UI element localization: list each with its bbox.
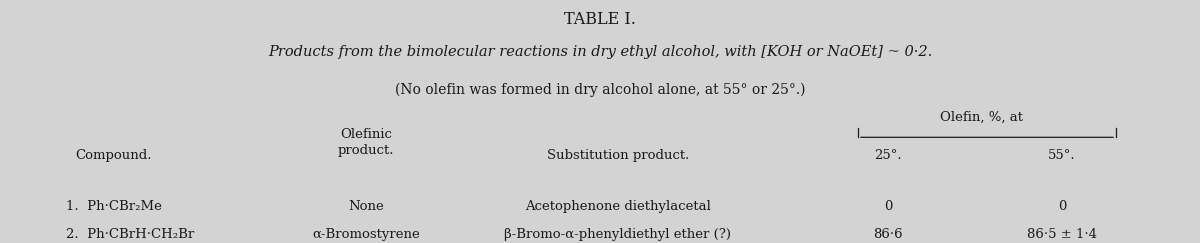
Text: Olefin, %, at: Olefin, %, at	[940, 111, 1022, 123]
Text: Products from the bimolecular reactions in dry ethyl alcohol, with [KOH or NaOEt: Products from the bimolecular reactions …	[268, 45, 932, 59]
Text: β-Bromo-α-phenyldiethyl ether (?): β-Bromo-α-phenyldiethyl ether (?)	[504, 228, 732, 241]
Text: 0: 0	[884, 200, 892, 213]
Text: 2.  Ph·CBrH·CH₂Br: 2. Ph·CBrH·CH₂Br	[66, 228, 194, 241]
Text: 86·5 ± 1·4: 86·5 ± 1·4	[1027, 228, 1097, 241]
Text: 1.  Ph·CBr₂Me: 1. Ph·CBr₂Me	[66, 200, 162, 213]
Text: 25°.: 25°.	[874, 149, 902, 162]
Text: Compound.: Compound.	[76, 149, 152, 162]
Text: None: None	[348, 200, 384, 213]
Text: Substitution product.: Substitution product.	[547, 149, 689, 162]
Text: 55°.: 55°.	[1048, 149, 1076, 162]
Text: (No olefin was formed in dry alcohol alone, at 55° or 25°.): (No olefin was formed in dry alcohol alo…	[395, 83, 805, 97]
Text: α-Bromostyrene: α-Bromostyrene	[312, 228, 420, 241]
Text: Acetophenone diethylacetal: Acetophenone diethylacetal	[526, 200, 710, 213]
Text: 86·6: 86·6	[874, 228, 902, 241]
Text: 0: 0	[1058, 200, 1066, 213]
Text: TABLE I.: TABLE I.	[564, 11, 636, 28]
Text: Olefinic
product.: Olefinic product.	[337, 128, 395, 156]
